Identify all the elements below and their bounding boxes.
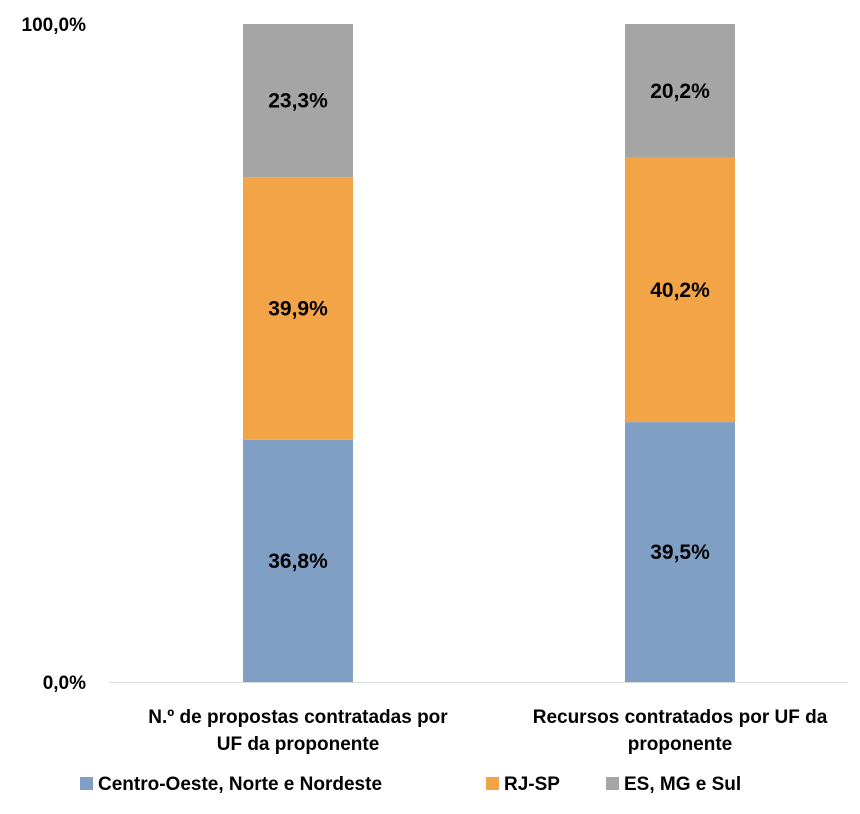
y-tick-labels: 0,0% 100,0% (22, 15, 87, 694)
category-label-line: Recursos contratados por UF da (533, 707, 828, 728)
category-label-line: N.º de propostas contratadas por (148, 707, 448, 728)
category-label: Recursos contratados por UF da proponente (533, 707, 828, 755)
legend-label: RJ-SP (504, 774, 560, 795)
data-label: 36,8% (268, 550, 328, 573)
category-label: N.º de propostas contratadas por UF da pr… (148, 707, 448, 755)
legend-label: ES, MG e Sul (624, 774, 741, 795)
bar-segment (625, 422, 735, 682)
bar-segment (243, 177, 353, 440)
category-labels: N.º de propostas contratadas por UF da pr… (148, 707, 827, 755)
bar-segment (243, 24, 353, 178)
legend-swatch (606, 777, 619, 790)
category-label-line: proponente (628, 734, 733, 755)
category-label-line: UF da proponente (217, 734, 380, 755)
bar-segment (243, 439, 353, 682)
legend-swatch (80, 777, 93, 790)
y-tick-label: 0,0% (43, 673, 86, 694)
legend: Centro-Oeste, Norte e Nordeste RJ-SP ES, M… (80, 774, 741, 795)
y-tick-label: 100,0% (22, 15, 87, 36)
data-label: 40,2% (650, 279, 710, 302)
data-label: 39,9% (268, 298, 328, 321)
data-label: 23,3% (268, 90, 328, 113)
bar-segment (625, 157, 735, 423)
data-label: 39,5% (650, 541, 710, 564)
data-label: 20,2% (650, 80, 710, 103)
bars-group (243, 24, 735, 682)
bar-segment (625, 24, 735, 158)
legend-label: Centro-Oeste, Norte e Nordeste (98, 774, 382, 795)
legend-swatch (486, 777, 499, 790)
data-labels-group: 36,8% 39,9% 23,3% 39,5% 40,2% 20,2% (268, 80, 710, 573)
